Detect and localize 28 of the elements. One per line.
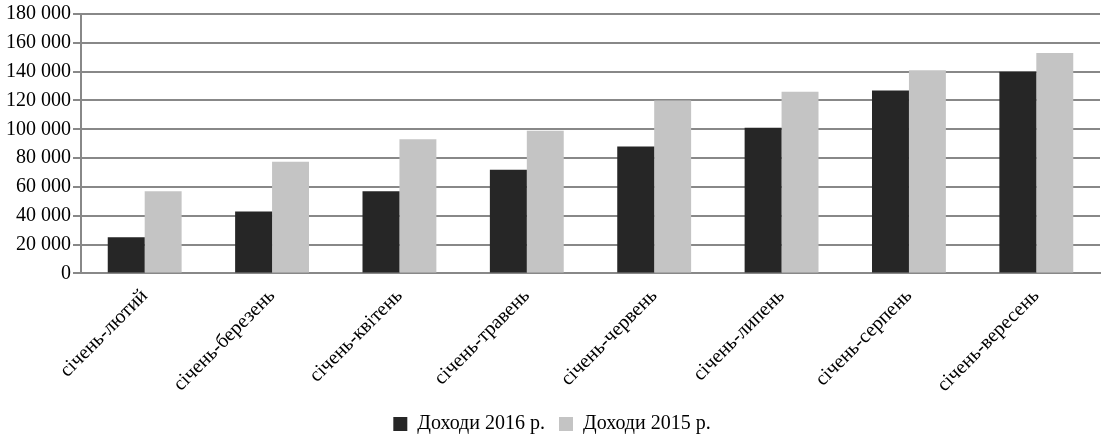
bar	[999, 71, 1037, 273]
bar	[235, 211, 273, 273]
bar	[144, 191, 182, 273]
legend-label: Доходи 2016 р.	[417, 411, 545, 435]
y-tick-label: 160 000	[6, 30, 71, 53]
bar	[617, 146, 655, 273]
y-tick-label: 60 000	[16, 174, 71, 197]
y-tick-label: 20 000	[16, 231, 71, 254]
bar	[399, 139, 437, 273]
bar	[272, 161, 309, 273]
bar	[107, 237, 145, 273]
bar	[1036, 52, 1074, 273]
y-tick-label: 40 000	[16, 203, 71, 225]
bar	[781, 91, 819, 273]
bar	[872, 90, 909, 273]
bar	[908, 70, 946, 273]
y-tick-label: 80 000	[16, 145, 71, 168]
bar	[362, 191, 400, 273]
y-tick-label: 100 000	[6, 116, 71, 139]
y-tick-label: 0	[61, 260, 71, 283]
bar	[744, 127, 782, 273]
y-tick-label: 120 000	[6, 87, 71, 110]
bar	[526, 130, 564, 273]
bar	[489, 169, 527, 273]
y-tick-label: 180 000	[6, 1, 71, 24]
y-tick-label: 140 000	[6, 58, 71, 81]
legend-label: Доходи 2015 р.	[583, 411, 711, 435]
bar	[654, 100, 692, 273]
